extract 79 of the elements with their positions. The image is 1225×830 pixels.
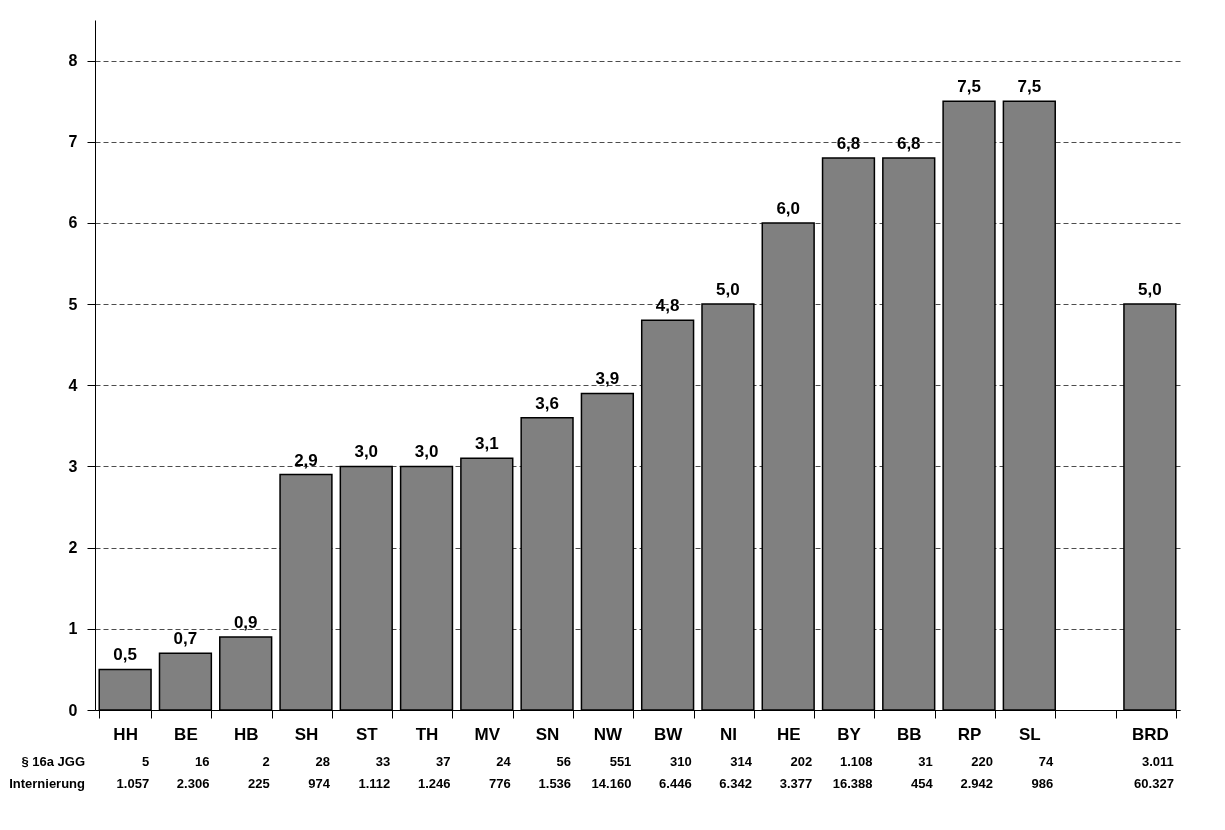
data-label: 3,0	[354, 442, 379, 462]
x-tick-label: MV	[474, 724, 501, 744]
x-tick-label: ST	[355, 724, 379, 744]
x-tick-label: NW	[593, 724, 623, 744]
data-label: 6,8	[836, 134, 861, 153]
data-label: 3,6	[535, 393, 559, 413]
data-label: 3,9	[595, 369, 620, 389]
x-tick-label: TH	[415, 724, 439, 744]
text: 2	[262, 754, 270, 769]
x-tick-label: BB	[896, 724, 922, 744]
y-tick-label: 0	[68, 701, 78, 719]
data-label: 0,5	[113, 645, 137, 665]
x-tick-label: BW	[653, 724, 684, 744]
x-tick-label: HB	[233, 724, 259, 744]
x-tick-label: BY	[837, 724, 862, 744]
text: 202	[790, 754, 813, 769]
data-label: 5,0	[716, 280, 740, 300]
text: 6.446	[659, 776, 692, 791]
data-label: 3,0	[414, 442, 439, 462]
text: 14.160	[591, 776, 632, 791]
data-label: 5,0	[1138, 280, 1162, 300]
text: 56	[556, 754, 572, 769]
text: 28	[315, 754, 330, 769]
data-label: 4,8	[655, 296, 680, 316]
text: 225	[247, 776, 270, 791]
text: 31	[918, 754, 933, 769]
text: 3.377	[779, 776, 813, 791]
text: 986	[1031, 776, 1054, 791]
text: 310	[669, 754, 692, 769]
text: 974	[308, 776, 331, 791]
text: 3.011	[1142, 754, 1174, 769]
text: 1.246	[417, 776, 451, 791]
text: 1.536	[538, 776, 572, 791]
text: Internierung	[9, 776, 86, 791]
x-tick-label: RP	[957, 724, 982, 744]
data-label: 6,8	[896, 134, 921, 153]
text: 314	[730, 754, 753, 769]
text: 37	[436, 754, 451, 769]
text: 2.306	[176, 776, 210, 791]
y-tick-label: 4	[68, 376, 78, 394]
y-tick-label: 3	[68, 457, 78, 475]
x-tick-label: NI	[719, 724, 737, 744]
x-tick-label: BE	[174, 724, 198, 744]
x-tick-label: SL	[1018, 724, 1041, 744]
y-tick-label: 2	[68, 539, 78, 557]
y-tick-label: 8	[68, 52, 78, 70]
text: 33	[375, 754, 391, 769]
x-tick-label: SN	[535, 724, 560, 744]
data-label: 0,9	[233, 612, 258, 632]
data-label: 3,1	[474, 434, 499, 454]
text: 454	[911, 776, 934, 791]
text: 16	[194, 754, 210, 769]
text: 24	[496, 754, 512, 769]
x-tick-label: SH	[294, 724, 319, 744]
text: 2.942	[960, 776, 994, 791]
text: 551	[609, 754, 632, 769]
data-label: 0,7	[173, 629, 198, 649]
y-tick-label: 7	[68, 133, 78, 151]
text: 220	[971, 754, 994, 769]
y-tick-label: 6	[68, 214, 78, 232]
text: 6.342	[719, 776, 752, 791]
x-tick-label: HH	[113, 724, 138, 744]
x-tick-label: HE	[776, 724, 801, 744]
text: 5	[141, 754, 150, 769]
y-tick-label: 1	[68, 620, 78, 638]
data-label: 2,9	[294, 450, 318, 470]
data-label: 7,5	[1017, 77, 1042, 97]
x-tick-label: BRD	[1131, 724, 1169, 744]
text: 16.388	[832, 776, 873, 791]
text: 1.108	[839, 754, 873, 769]
text: 60.327	[1134, 776, 1174, 791]
text: 74	[1038, 754, 1055, 769]
text: 776	[489, 776, 511, 791]
text: 1.112	[358, 776, 391, 791]
text: § 16a JGG	[21, 754, 85, 769]
data-label: 7,5	[957, 77, 981, 97]
y-tick-label: 5	[68, 295, 78, 313]
text: 1.057	[116, 776, 150, 791]
data-label: 6,0	[776, 198, 801, 218]
